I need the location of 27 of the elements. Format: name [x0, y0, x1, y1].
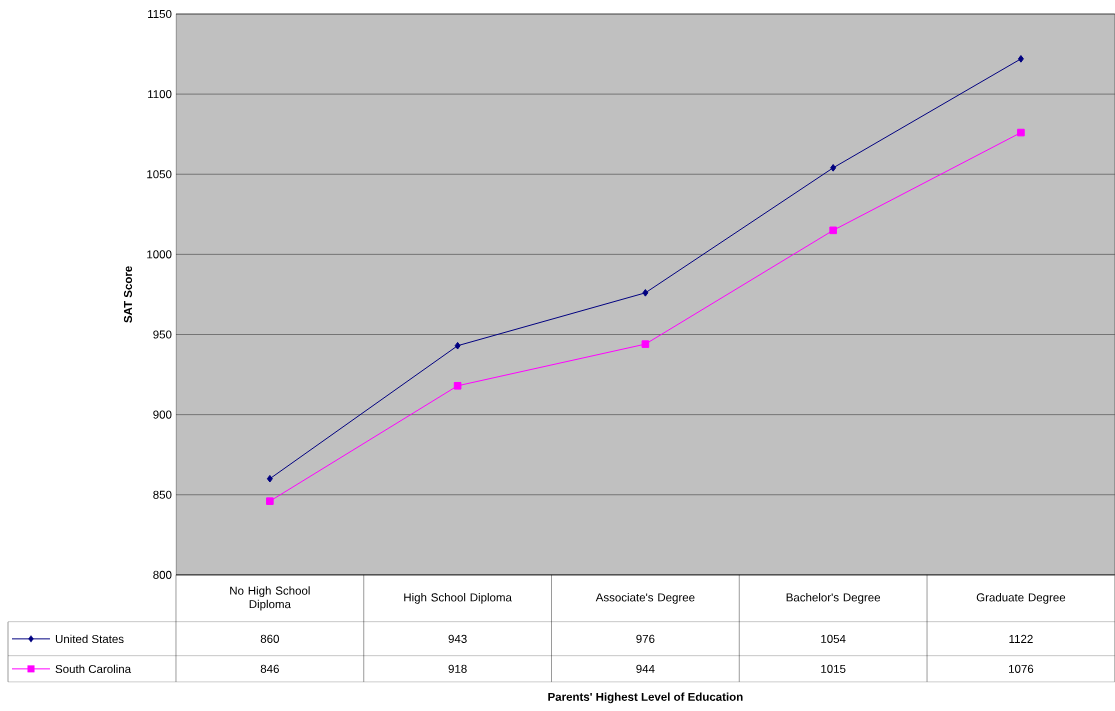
- y-tick-label: 900: [153, 410, 172, 419]
- legend-label: South Carolina: [55, 664, 132, 674]
- data-label: 1076: [1009, 664, 1034, 673]
- x-tick-label: Bachelor's Degree: [786, 593, 881, 604]
- x-tick-label: High School Diploma: [404, 593, 512, 604]
- data-label: 1054: [821, 634, 846, 643]
- legend-label: United States: [55, 634, 124, 644]
- x-tick-label: Graduate Degree: [976, 593, 1066, 604]
- y-axis-title: SAT Score: [123, 266, 133, 323]
- data-label: 1015: [821, 664, 846, 673]
- y-tick-label: 1000: [147, 250, 172, 259]
- x-tick-label: Associate's Degree: [595, 593, 695, 604]
- data-label: 1122: [1009, 634, 1033, 643]
- y-tick-label: 1150: [148, 9, 172, 19]
- text: Parents' Highest Level of Education: [548, 692, 743, 704]
- data-label: 976: [636, 634, 655, 643]
- data-label: 846: [260, 664, 279, 673]
- y-tick-label: 800: [153, 570, 172, 580]
- data-label: 944: [636, 664, 655, 673]
- data-label: 918: [448, 664, 467, 673]
- y-tick-label: 1100: [148, 90, 172, 99]
- y-tick-label: 850: [153, 490, 172, 499]
- y-tick-label: 950: [153, 330, 172, 339]
- data-label: 943: [448, 634, 467, 643]
- x-tick-label: No High School Diploma: [230, 586, 310, 611]
- data-label: 860: [260, 634, 279, 643]
- y-tick-label: 1050: [147, 170, 172, 179]
